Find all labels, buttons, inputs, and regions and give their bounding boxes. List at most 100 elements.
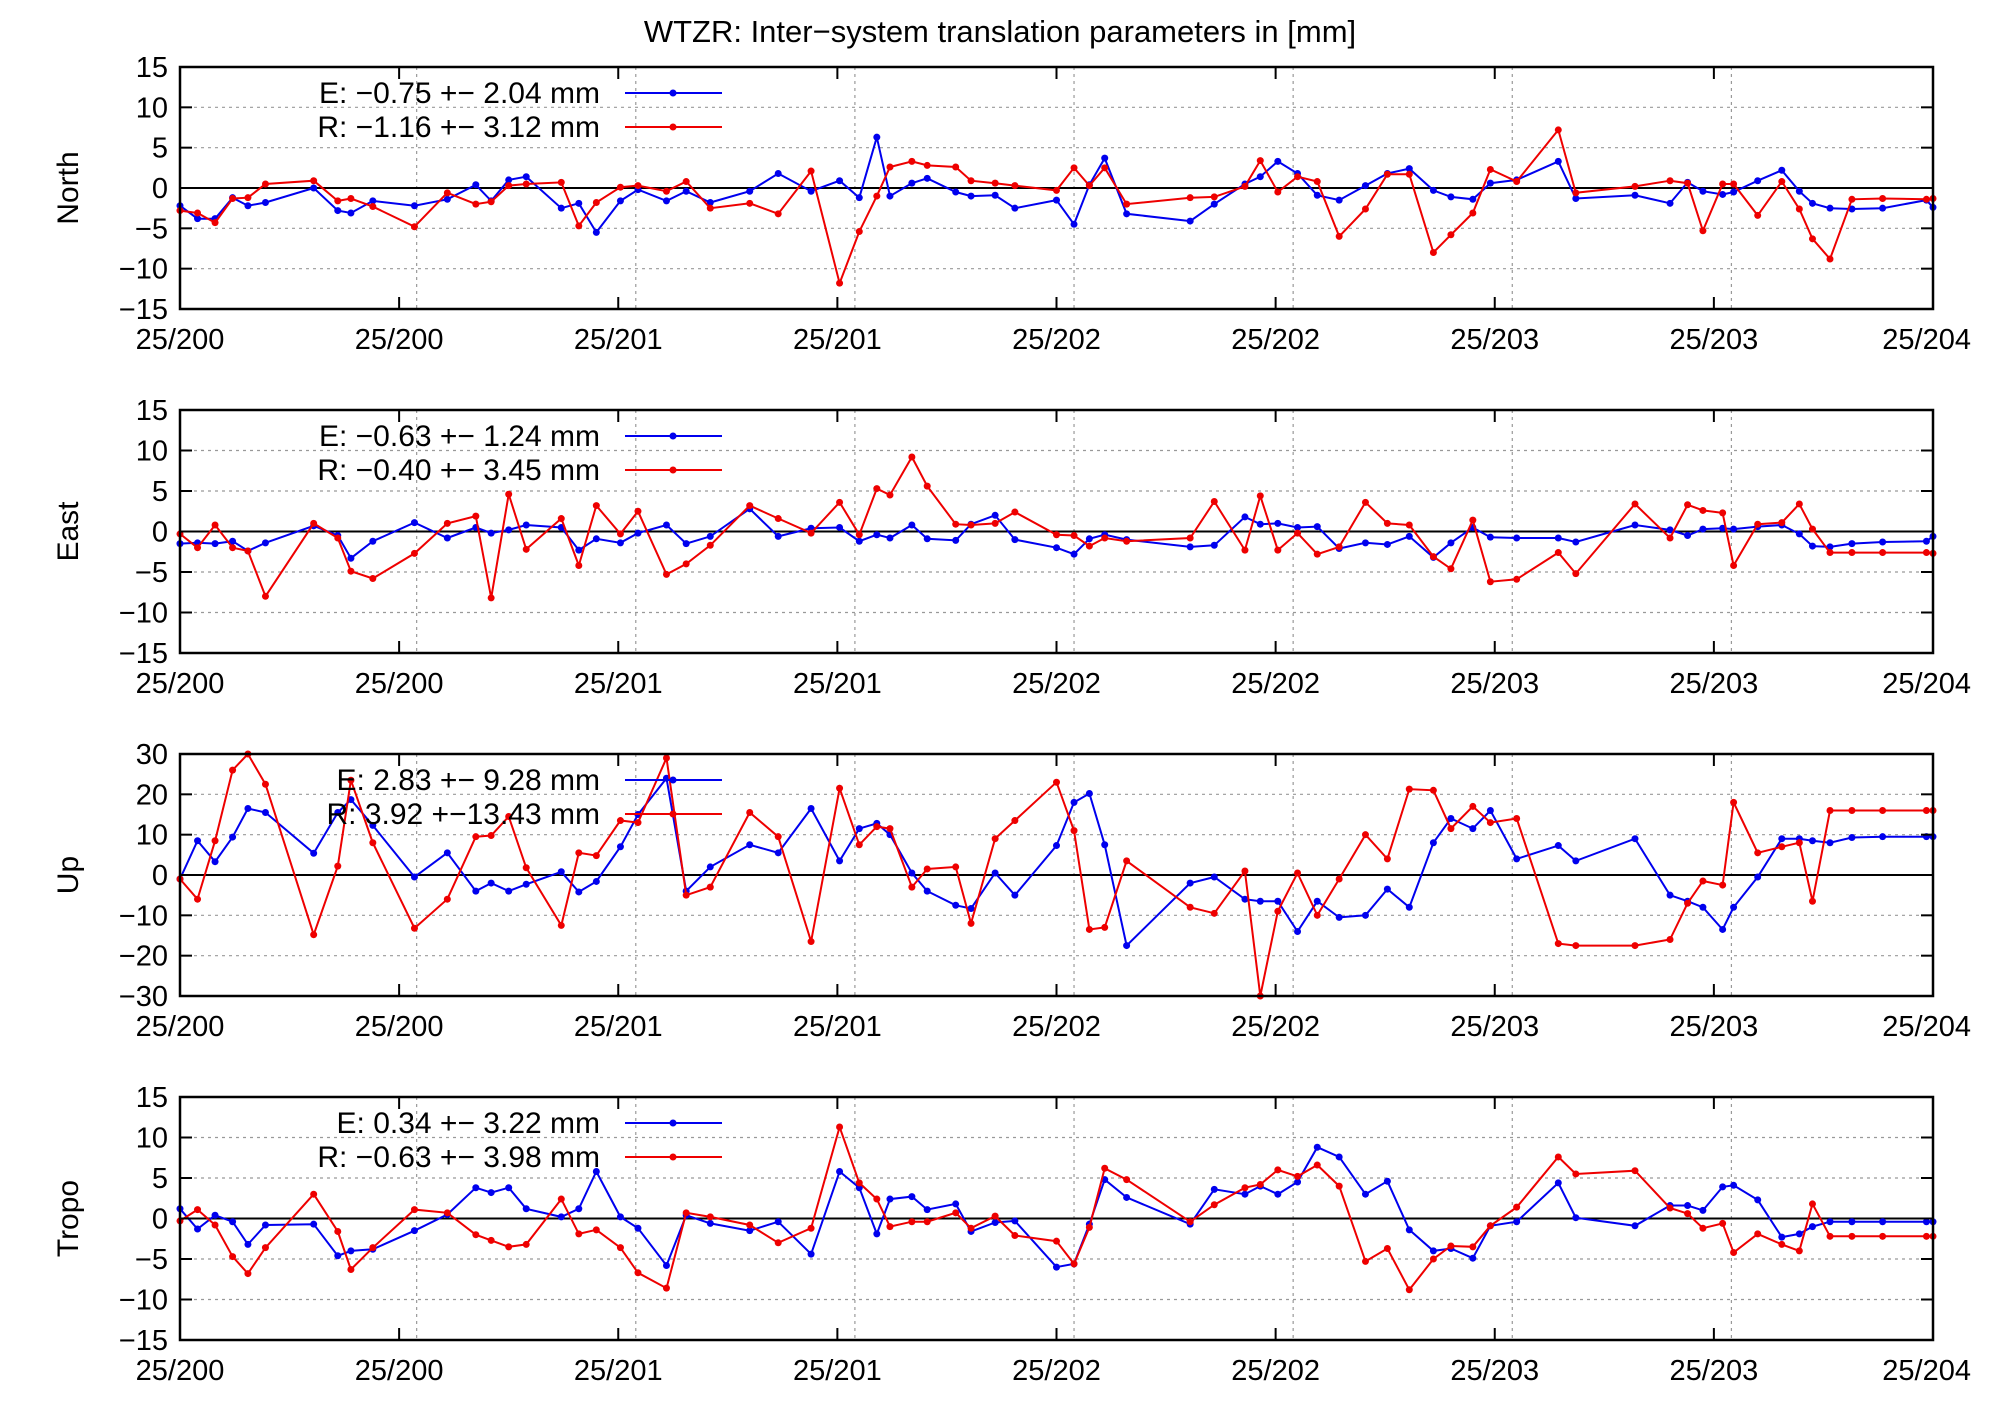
data-point-R bbox=[1123, 537, 1131, 545]
data-point-R bbox=[1335, 232, 1343, 240]
data-point-R bbox=[1313, 550, 1321, 558]
y-tick-label: 30 bbox=[136, 739, 168, 771]
data-point-R bbox=[592, 852, 600, 860]
data-point-E bbox=[1294, 1178, 1302, 1186]
data-point-R bbox=[855, 228, 863, 236]
data-point-E bbox=[1053, 544, 1060, 552]
data-point-R bbox=[369, 203, 377, 211]
legend-marker-E bbox=[669, 776, 677, 784]
data-point-R bbox=[1294, 869, 1302, 877]
x-tick-label: 25/201 bbox=[793, 668, 882, 700]
data-point-R bbox=[1241, 182, 1249, 190]
data-point-R bbox=[774, 833, 782, 841]
data-point-R bbox=[1469, 516, 1477, 524]
data-point-R bbox=[1383, 855, 1391, 863]
data-point-E bbox=[1383, 1177, 1391, 1185]
data-point-R bbox=[1754, 849, 1762, 857]
data-point-R bbox=[1429, 1255, 1437, 1263]
data-point-R bbox=[1795, 1247, 1803, 1255]
data-point-R bbox=[1405, 1286, 1413, 1294]
data-point-E bbox=[1719, 190, 1727, 198]
data-point-E bbox=[1123, 942, 1131, 950]
data-point-R bbox=[836, 279, 844, 287]
data-point-E bbox=[1513, 1218, 1521, 1226]
data-point-R bbox=[557, 921, 565, 929]
data-point-E bbox=[616, 539, 624, 547]
data-point-R bbox=[991, 835, 999, 843]
data-point-R bbox=[855, 1179, 863, 1187]
data-point-E bbox=[1313, 897, 1321, 905]
data-point-R bbox=[1513, 815, 1521, 823]
data-point-E bbox=[194, 837, 202, 845]
data-point-R bbox=[194, 209, 202, 217]
y-tick-label: 10 bbox=[136, 92, 168, 124]
data-point-R bbox=[410, 549, 418, 557]
data-point-R bbox=[1754, 520, 1762, 528]
data-point-E bbox=[682, 187, 690, 195]
data-point-R bbox=[807, 529, 815, 537]
data-point-R bbox=[1795, 500, 1803, 508]
data-point-R bbox=[1554, 549, 1562, 557]
data-point-R bbox=[908, 157, 916, 165]
data-point-E bbox=[1186, 543, 1194, 551]
data-point-R bbox=[1447, 231, 1455, 239]
data-point-R bbox=[952, 1209, 960, 1217]
data-point-E bbox=[310, 1220, 318, 1228]
data-point-R bbox=[616, 1244, 624, 1252]
data-point-E bbox=[557, 1213, 565, 1221]
data-point-R bbox=[682, 178, 690, 186]
data-point-E bbox=[443, 849, 451, 857]
data-point-R bbox=[1053, 531, 1060, 539]
data-point-R bbox=[1274, 1166, 1282, 1174]
data-point-R bbox=[1313, 1161, 1321, 1169]
data-point-R bbox=[261, 780, 269, 788]
data-point-E bbox=[1795, 1230, 1803, 1238]
data-point-E bbox=[1808, 542, 1816, 550]
data-point-E bbox=[1469, 1254, 1477, 1262]
data-point-R bbox=[194, 895, 202, 903]
x-tick-label: 25/202 bbox=[1012, 1011, 1101, 1043]
data-point-E bbox=[1210, 1185, 1218, 1193]
data-point-R bbox=[1730, 562, 1738, 570]
data-point-R bbox=[1719, 509, 1727, 517]
data-point-R bbox=[682, 891, 690, 899]
data-point-E bbox=[1335, 913, 1343, 921]
y-tick-label: 0 bbox=[152, 1204, 168, 1236]
x-tick-label: 25/204 bbox=[1882, 1355, 1971, 1387]
data-point-R bbox=[244, 194, 252, 202]
data-point-R bbox=[211, 837, 219, 845]
data-point-E bbox=[1699, 187, 1707, 195]
data-point-E bbox=[1778, 1233, 1786, 1241]
x-tick-label: 25/204 bbox=[1882, 668, 1971, 700]
data-point-R bbox=[1631, 500, 1639, 508]
data-point-R bbox=[1795, 839, 1803, 847]
data-point-R bbox=[1513, 178, 1521, 186]
data-point-R bbox=[1274, 188, 1282, 196]
data-point-E bbox=[1879, 538, 1887, 546]
data-point-R bbox=[1922, 195, 1930, 203]
data-point-R bbox=[1486, 819, 1494, 827]
x-tick-label: 25/203 bbox=[1670, 324, 1759, 356]
data-point-E bbox=[194, 215, 202, 223]
x-tick-label: 25/203 bbox=[1670, 1011, 1759, 1043]
data-point-E bbox=[1361, 911, 1369, 919]
y-tick-label: −15 bbox=[119, 638, 168, 670]
data-point-R bbox=[575, 562, 583, 570]
data-point-R bbox=[1631, 942, 1639, 950]
data-point-R bbox=[1699, 227, 1707, 235]
y-tick-label: 20 bbox=[136, 779, 168, 811]
data-point-E bbox=[1241, 1190, 1249, 1198]
data-point-E bbox=[472, 887, 480, 895]
data-point-E bbox=[443, 534, 451, 542]
data-point-R bbox=[505, 813, 513, 821]
data-point-R bbox=[746, 502, 754, 510]
data-point-R bbox=[1808, 1200, 1816, 1208]
data-point-R bbox=[1922, 1232, 1930, 1240]
data-point-E bbox=[592, 535, 600, 543]
data-point-R bbox=[746, 808, 754, 816]
data-point-R bbox=[334, 197, 342, 205]
data-point-R bbox=[347, 567, 355, 575]
data-point-R bbox=[616, 530, 624, 538]
data-point-R bbox=[1383, 1244, 1391, 1252]
data-point-E bbox=[443, 195, 451, 203]
